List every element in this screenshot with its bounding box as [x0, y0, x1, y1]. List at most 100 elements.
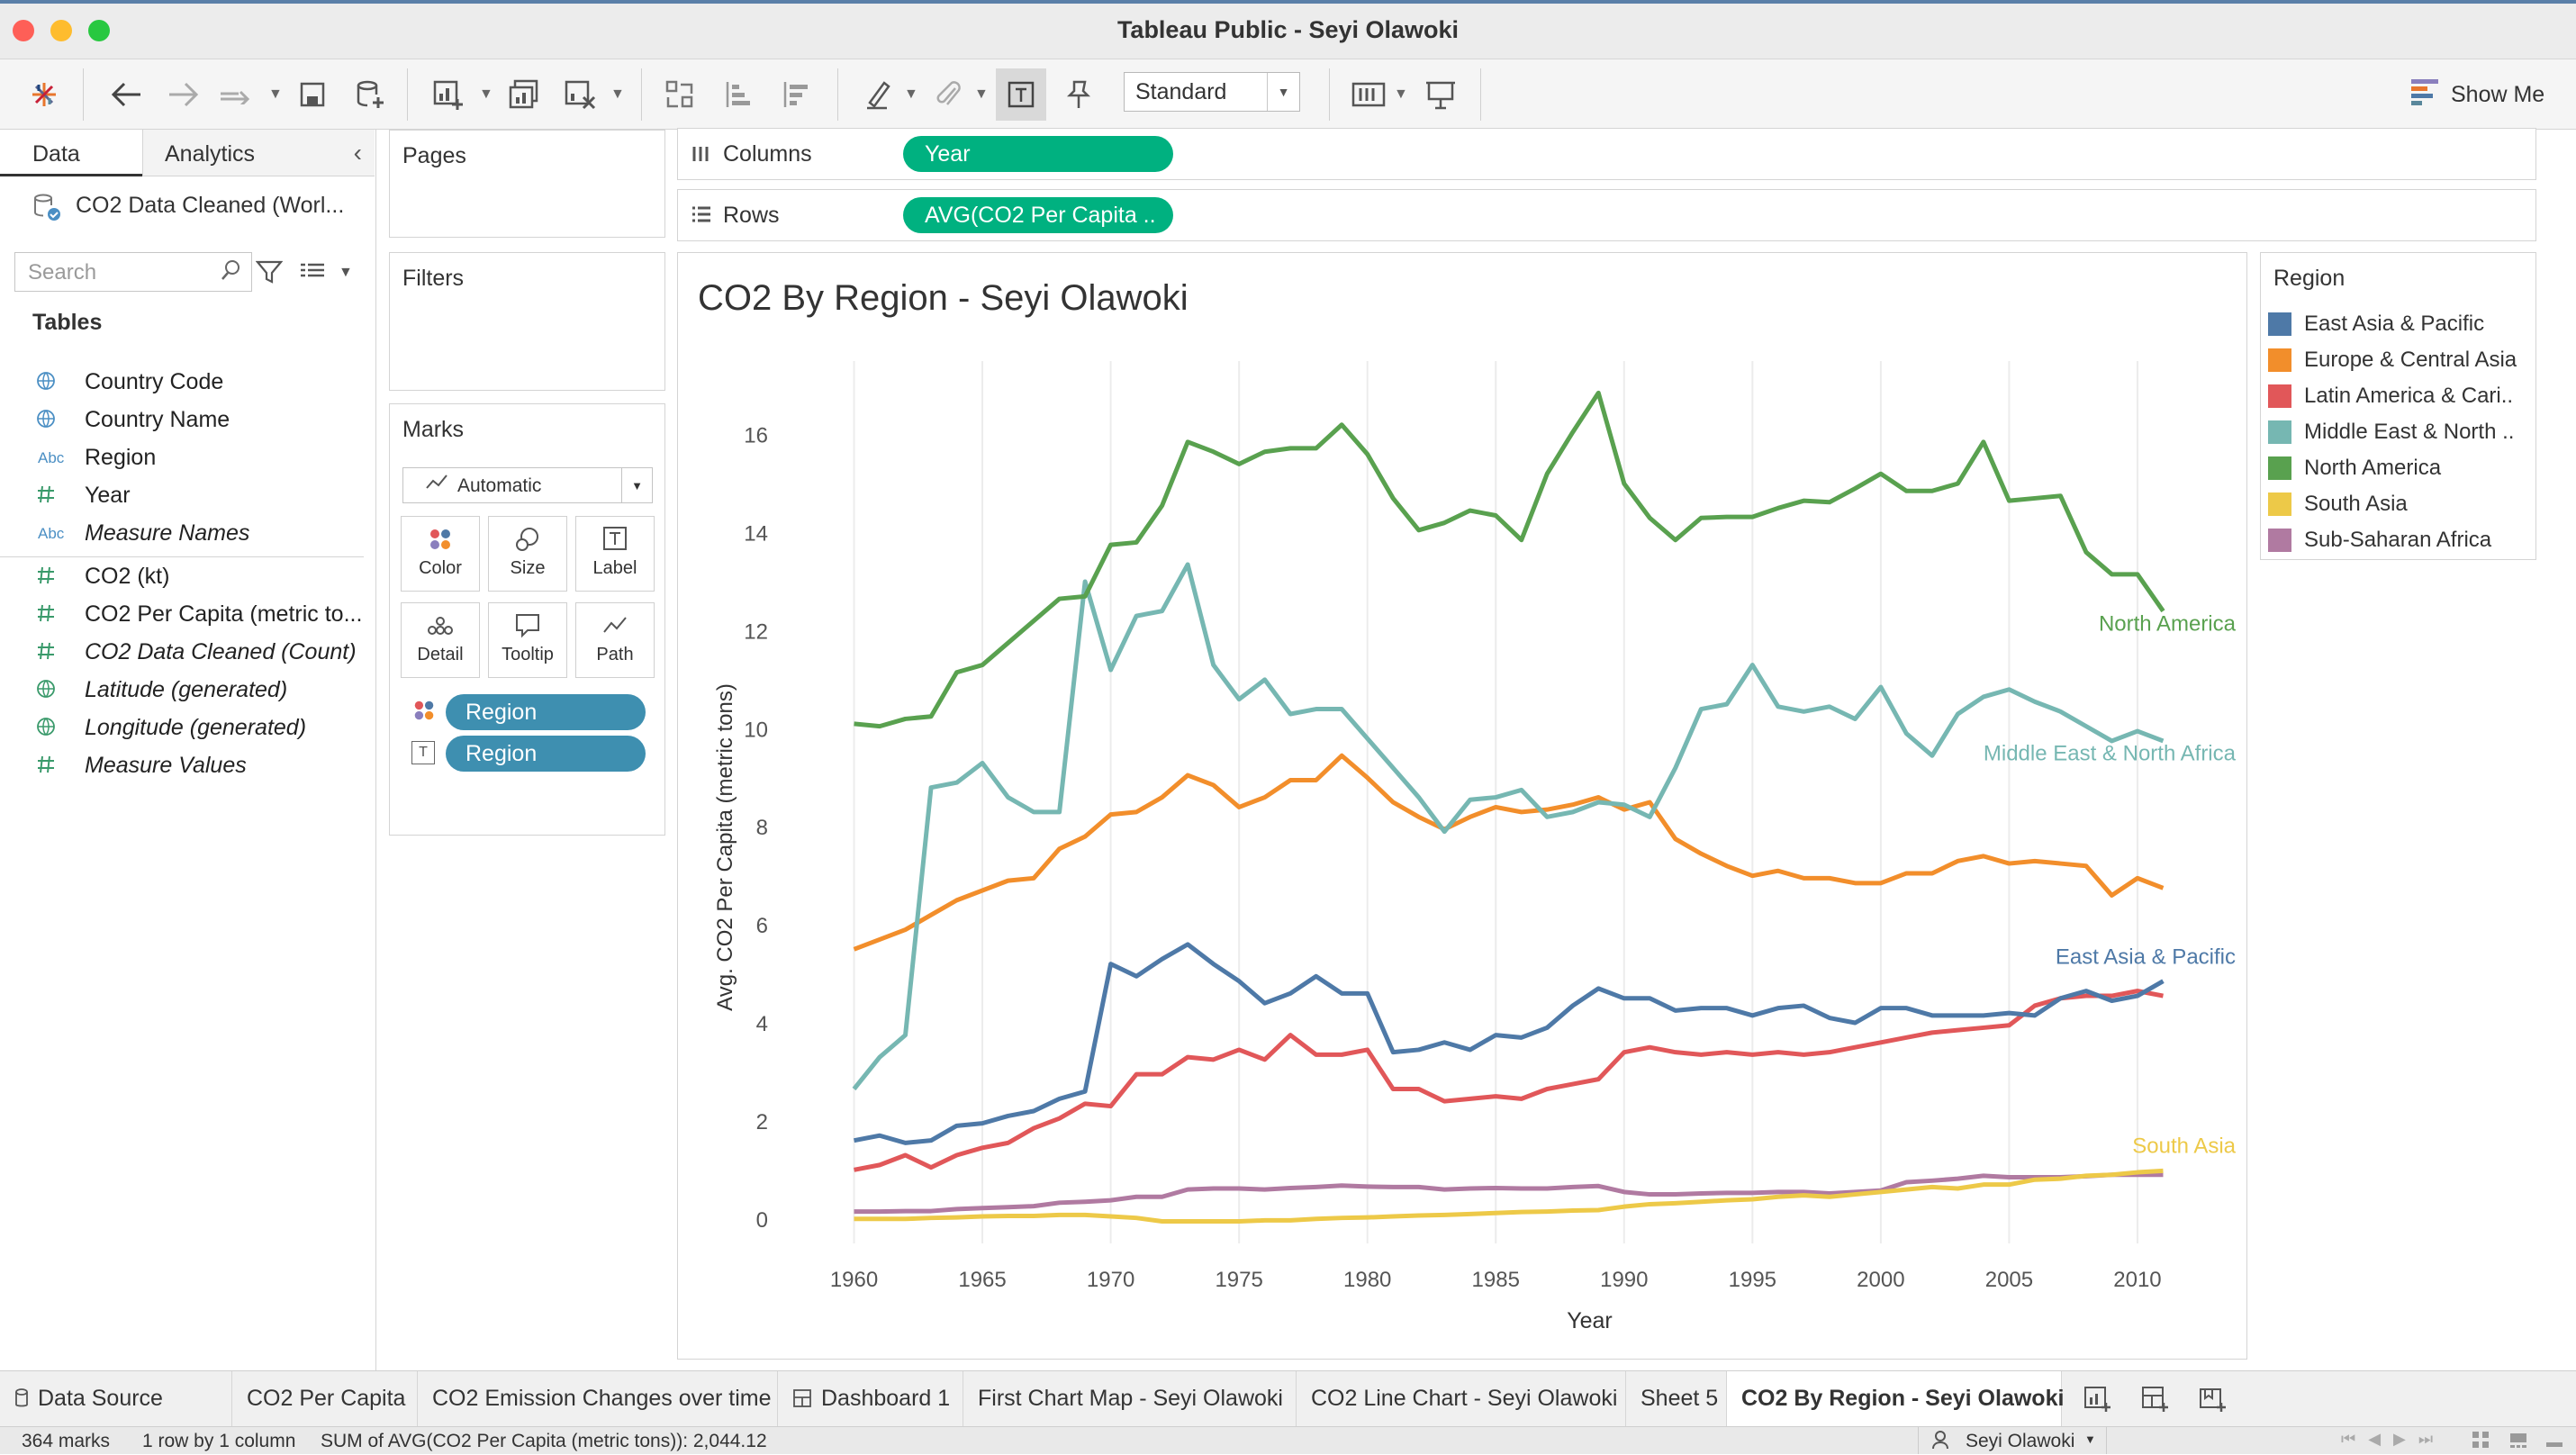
color-region-pill[interactable]: Region: [446, 694, 646, 730]
year-pill-label: Year: [925, 141, 971, 167]
field-item[interactable]: Latitude (generated): [0, 672, 375, 709]
chevron-down-icon[interactable]: ▼: [268, 86, 283, 102]
filmstrip-view-icon[interactable]: [2508, 1430, 2528, 1455]
chevron-down-icon[interactable]: ▼: [974, 86, 989, 102]
field-item[interactable]: CO2 Data Cleaned (Count): [0, 634, 375, 672]
chevron-down-icon[interactable]: ▼: [1394, 86, 1408, 102]
view-list-icon[interactable]: [299, 261, 326, 287]
series-line[interactable]: [854, 1172, 2164, 1215]
redo-history-icon[interactable]: [214, 59, 259, 130]
field-item[interactable]: Country Name: [0, 402, 375, 439]
field-item[interactable]: Country Code: [0, 364, 375, 402]
chevron-down-icon[interactable]: ▼: [479, 86, 493, 102]
series-line[interactable]: [854, 989, 2164, 1172]
legend-item[interactable]: Europe & Central Asia: [2268, 341, 2535, 377]
field-item[interactable]: Measure Values: [0, 747, 375, 785]
save-icon[interactable]: [290, 59, 335, 130]
sheet-tab[interactable]: CO2 Line Chart - Seyi Olawoki: [1297, 1371, 1626, 1427]
filters-card[interactable]: Filters: [389, 252, 665, 391]
minimize-window-button[interactable]: [50, 20, 72, 41]
field-item[interactable]: Abc Measure Names: [0, 515, 375, 553]
color-mark-button[interactable]: Color: [401, 516, 480, 592]
group-paperclip-icon[interactable]: [926, 59, 972, 130]
sheet-tab[interactable]: First Chart Map - Seyi Olawoki: [963, 1371, 1297, 1427]
zoom-window-button[interactable]: [88, 20, 110, 41]
show-cards-icon[interactable]: [1345, 59, 1392, 130]
pages-card[interactable]: Pages: [389, 130, 665, 238]
legend-item[interactable]: Latin America & Cari..: [2268, 377, 2535, 413]
mark-type-dropdown[interactable]: Automatic ▼: [402, 467, 653, 503]
tab-analytics[interactable]: Analytics ‹: [142, 130, 375, 176]
search-input[interactable]: Search: [14, 252, 252, 292]
series-line[interactable]: [852, 562, 2165, 1091]
legend-item[interactable]: East Asia & Pacific: [2268, 305, 2535, 341]
presentation-mode-icon[interactable]: [1417, 59, 1464, 130]
new-story-tab-icon[interactable]: [2188, 1371, 2238, 1427]
year-pill[interactable]: Year: [903, 136, 1173, 172]
chevron-down-icon[interactable]: ▼: [339, 265, 353, 280]
grid-view-icon[interactable]: [2471, 1430, 2490, 1455]
avg-co2-per-capita-pill[interactable]: AVG(CO2 Per Capita ..: [903, 197, 1173, 233]
show-mark-labels-icon[interactable]: [996, 68, 1046, 121]
legend-item[interactable]: Sub-Saharan Africa: [2268, 521, 2535, 557]
sheet-tab[interactable]: Data Source: [0, 1371, 232, 1427]
y-tick-label: 8: [756, 816, 768, 840]
new-dashboard-tab-icon[interactable]: [2130, 1371, 2181, 1427]
legend-label: North America: [2304, 456, 2442, 480]
columns-shelf[interactable]: Columns Year: [677, 128, 2536, 180]
close-window-button[interactable]: [13, 20, 34, 41]
series-line[interactable]: [854, 1168, 2164, 1224]
database-icon: [14, 1388, 29, 1414]
sheet-tab[interactable]: CO2 Emission Changes over time: [418, 1371, 778, 1427]
series-line[interactable]: [853, 753, 2165, 952]
sheet-tab[interactable]: CO2 By Region - Seyi Olawoki: [1727, 1371, 2064, 1427]
series-line[interactable]: [854, 942, 2165, 1145]
highlight-pen-icon[interactable]: [855, 59, 902, 130]
filter-icon[interactable]: [255, 259, 284, 289]
fit-mode-dropdown[interactable]: Standard ▼: [1124, 72, 1300, 112]
label-mark-button[interactable]: Label: [575, 516, 655, 592]
datasource-name[interactable]: CO2 Data Cleaned (Worl...: [76, 193, 345, 218]
detail-mark-button[interactable]: Detail: [401, 602, 480, 678]
field-item[interactable]: Longitude (generated): [0, 709, 375, 747]
swap-rows-columns-icon[interactable]: [657, 59, 704, 130]
size-mark-button[interactable]: Size: [488, 516, 567, 592]
new-worksheet-tab-icon[interactable]: [2073, 1371, 2123, 1427]
tab-data[interactable]: Data: [0, 130, 142, 176]
sheet-tab[interactable]: Dashboard 1: [778, 1371, 963, 1427]
back-arrow-icon[interactable]: [101, 59, 151, 130]
sheet-tab[interactable]: Sheet 5: [1626, 1371, 1727, 1427]
line-chart[interactable]: 1960 1965 1970 1975 1980 1985 1990 1995 2000 2005…: [678, 253, 2246, 1359]
forward-arrow-icon[interactable]: [158, 59, 209, 130]
rows-shelf[interactable]: Rows AVG(CO2 Per Capita ..: [677, 189, 2536, 241]
chevron-down-icon[interactable]: ▼: [610, 86, 625, 102]
legend-item[interactable]: South Asia: [2268, 485, 2535, 521]
field-item[interactable]: CO2 Per Capita (metric to...: [0, 596, 375, 634]
legend-item[interactable]: Middle East & North ..: [2268, 413, 2535, 449]
x-tick-label: 2010: [2113, 1268, 2161, 1292]
sheet-tab[interactable]: CO2 Per Capita: [232, 1371, 418, 1427]
label-region-pill[interactable]: Region: [446, 736, 646, 772]
legend-item[interactable]: North America: [2268, 449, 2535, 485]
duplicate-sheet-icon[interactable]: [501, 59, 547, 130]
show-me-button[interactable]: Show Me: [2409, 59, 2544, 130]
chevron-down-icon[interactable]: ▼: [904, 86, 918, 102]
field-item[interactable]: Year: [0, 477, 375, 515]
series-line[interactable]: [854, 390, 2165, 729]
clear-sheet-icon[interactable]: [556, 59, 603, 130]
label-mark-label: Label: [592, 558, 637, 578]
tooltip-mark-button[interactable]: Tooltip: [488, 602, 567, 678]
collapse-pane-icon[interactable]: ‹: [353, 139, 362, 167]
sheet-nav-arrows-icon[interactable]: ⏮◀▶⏭: [2341, 1430, 2446, 1448]
pin-axes-icon[interactable]: [1055, 59, 1102, 130]
tableau-logo-icon[interactable]: [22, 59, 67, 130]
new-worksheet-icon[interactable]: [425, 59, 472, 130]
sort-descending-icon[interactable]: [773, 59, 819, 130]
path-mark-button[interactable]: Path: [575, 602, 655, 678]
field-item[interactable]: CO2 (kt): [0, 558, 375, 596]
tabs-view-icon[interactable]: [2544, 1430, 2564, 1455]
new-datasource-icon[interactable]: [348, 59, 393, 130]
field-item[interactable]: Abc Region: [0, 439, 375, 477]
sort-ascending-icon[interactable]: [715, 59, 762, 130]
user-menu[interactable]: Seyi Olawoki ▼: [1918, 1427, 2107, 1454]
